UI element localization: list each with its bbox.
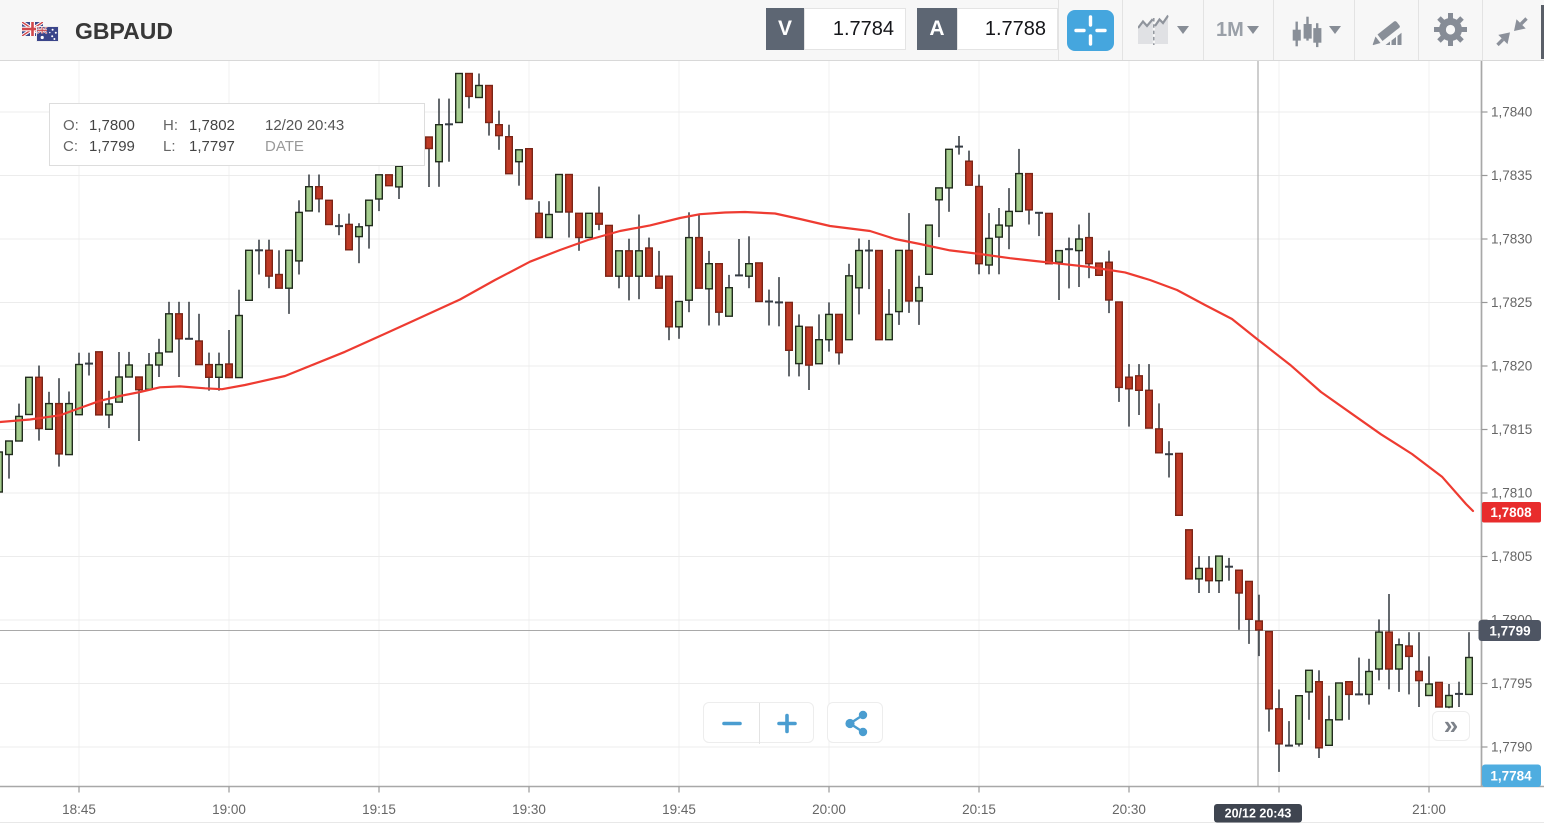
svg-text:19:45: 19:45 — [662, 802, 696, 817]
svg-text:1,7840: 1,7840 — [1491, 105, 1532, 120]
svg-text:1,7830: 1,7830 — [1491, 232, 1532, 247]
svg-text:20:15: 20:15 — [962, 802, 996, 817]
svg-text:1,7784: 1,7784 — [1490, 769, 1532, 784]
svg-text:19:15: 19:15 — [362, 802, 396, 817]
svg-text:20:00: 20:00 — [812, 802, 846, 817]
svg-text:1,7835: 1,7835 — [1491, 168, 1532, 183]
svg-text:20/12 20:43: 20/12 20:43 — [1225, 807, 1292, 821]
svg-text:1,7810: 1,7810 — [1491, 486, 1532, 501]
svg-text:1,7820: 1,7820 — [1491, 359, 1532, 374]
svg-text:1,7805: 1,7805 — [1491, 549, 1532, 564]
svg-text:18:45: 18:45 — [62, 802, 96, 817]
svg-text:20:30: 20:30 — [1112, 802, 1146, 817]
svg-text:19:30: 19:30 — [512, 802, 546, 817]
svg-text:1,7799: 1,7799 — [1489, 624, 1530, 639]
svg-text:1,7825: 1,7825 — [1491, 295, 1532, 310]
svg-text:1,7808: 1,7808 — [1490, 505, 1532, 520]
svg-text:21:00: 21:00 — [1412, 802, 1446, 817]
svg-text:1,7815: 1,7815 — [1491, 422, 1532, 437]
svg-text:1,7795: 1,7795 — [1491, 676, 1532, 691]
svg-text:1,7790: 1,7790 — [1491, 740, 1532, 755]
svg-text:19:00: 19:00 — [212, 802, 246, 817]
